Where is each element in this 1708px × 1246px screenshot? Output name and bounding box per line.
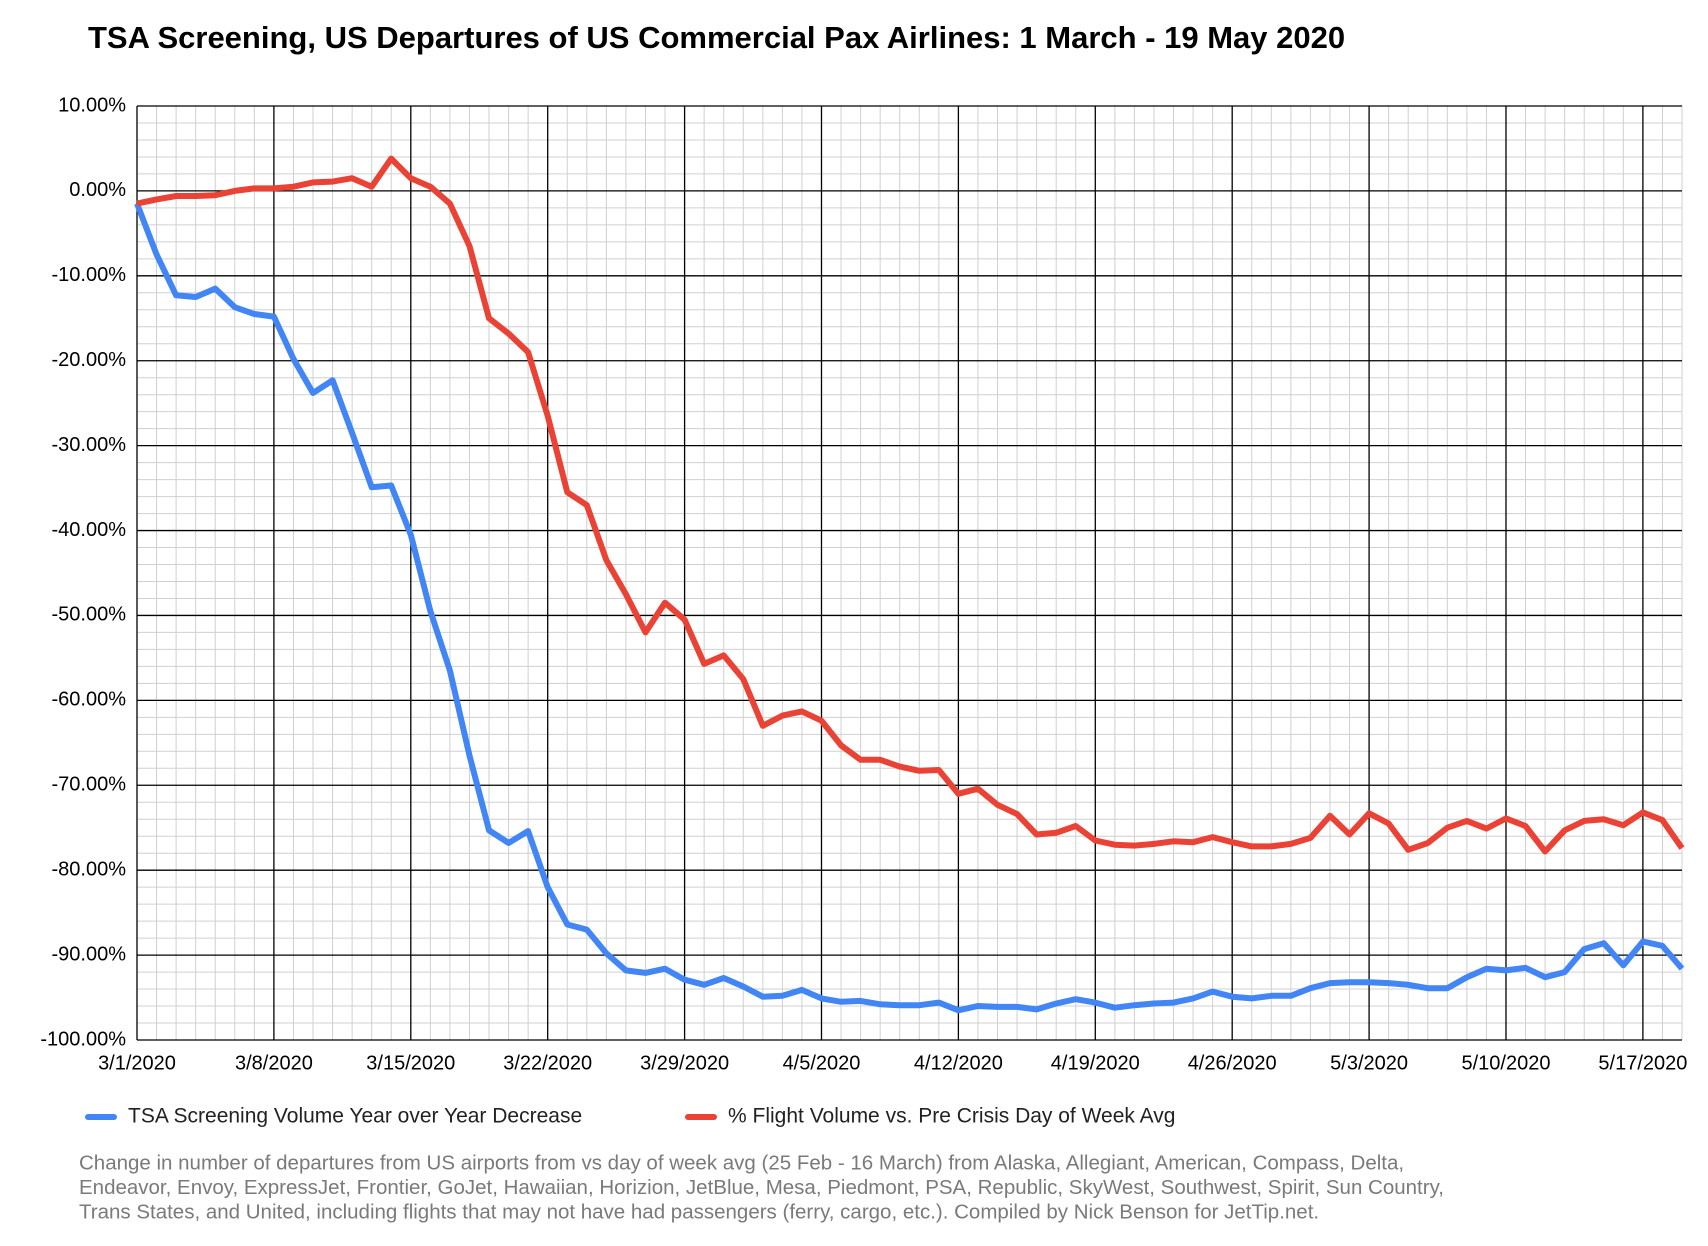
footnote: Trans States, and United, including flig… [79,1200,1319,1223]
y-tick-label: -40.00% [52,519,127,541]
x-tick-label: 4/5/2020 [783,1052,861,1074]
y-tick-label: -70.00% [52,774,127,796]
x-tick-label: 3/1/2020 [98,1052,176,1074]
chart-title: TSA Screening, US Departures of US Comme… [88,20,1345,55]
legend-label: % Flight Volume vs. Pre Crisis Day of We… [728,1105,1175,1128]
y-tick-label: 10.00% [58,94,126,116]
series-line [134,202,1685,1014]
y-tick-label: -100.00% [40,1028,126,1050]
x-tick-label: 3/15/2020 [366,1052,455,1074]
y-tick-label: -60.00% [52,689,127,711]
y-tick-label: -50.00% [52,604,127,626]
x-tick-label: 4/12/2020 [914,1052,1003,1074]
y-tick-label: -80.00% [52,858,127,880]
series-line [136,155,1685,855]
x-tick-label: 5/10/2020 [1461,1052,1550,1074]
x-tick-label: 5/3/2020 [1330,1052,1408,1074]
y-tick-label: -20.00% [52,349,127,371]
y-tick-label: -90.00% [52,943,127,965]
x-tick-label: 5/17/2020 [1598,1052,1687,1074]
y-tick-label: -10.00% [52,264,127,286]
footnote: Endeavor, Envoy, ExpressJet, Frontier, G… [79,1176,1444,1199]
x-tick-label: 3/29/2020 [640,1052,729,1074]
footnote: Change in number of departures from US a… [79,1151,1404,1174]
y-tick-label: -30.00% [52,434,127,456]
legend-label: TSA Screening Volume Year over Year Decr… [128,1105,582,1128]
x-tick-label: 3/8/2020 [235,1052,313,1074]
y-tick-label: 0.00% [69,179,126,201]
x-tick-label: 4/19/2020 [1051,1052,1140,1074]
x-tick-label: 4/26/2020 [1188,1052,1277,1074]
x-tick-label: 3/22/2020 [503,1052,592,1074]
